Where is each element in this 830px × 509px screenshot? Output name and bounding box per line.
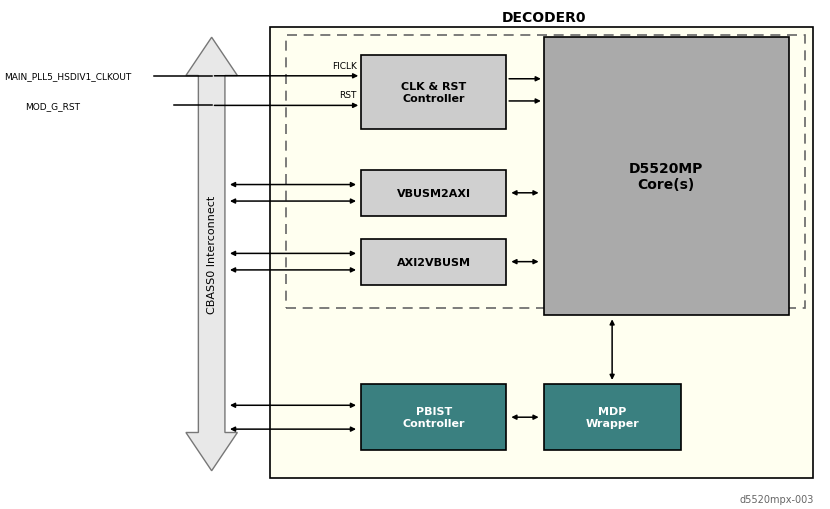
Text: CBASS0 Interconnect: CBASS0 Interconnect [207,195,217,314]
Bar [544,38,788,316]
Bar [361,56,506,130]
Polygon shape [186,38,237,471]
Bar [544,384,681,450]
Text: FICLK: FICLK [332,62,357,71]
Text: d5520mpx-003: d5520mpx-003 [739,494,813,504]
Text: MDP
Wrapper: MDP Wrapper [585,407,639,428]
Text: AXI2VBUSM: AXI2VBUSM [397,257,471,267]
Text: MOD_G_RST: MOD_G_RST [25,102,80,110]
Bar [270,28,813,478]
Text: D5520MP
Core(s): D5520MP Core(s) [629,162,703,192]
Text: RST: RST [339,91,357,100]
Text: MAIN_PLL5_HSDIV1_CLKOUT: MAIN_PLL5_HSDIV1_CLKOUT [4,72,131,81]
Bar [286,36,805,308]
Text: CLK & RST
Controller: CLK & RST Controller [401,82,466,104]
Text: DECODER0: DECODER0 [501,11,586,25]
Text: PBIST
Controller: PBIST Controller [403,407,465,428]
Bar [361,384,506,450]
Bar [361,171,506,216]
Text: VBUSM2AXI: VBUSM2AXI [397,188,471,199]
Bar [361,239,506,285]
